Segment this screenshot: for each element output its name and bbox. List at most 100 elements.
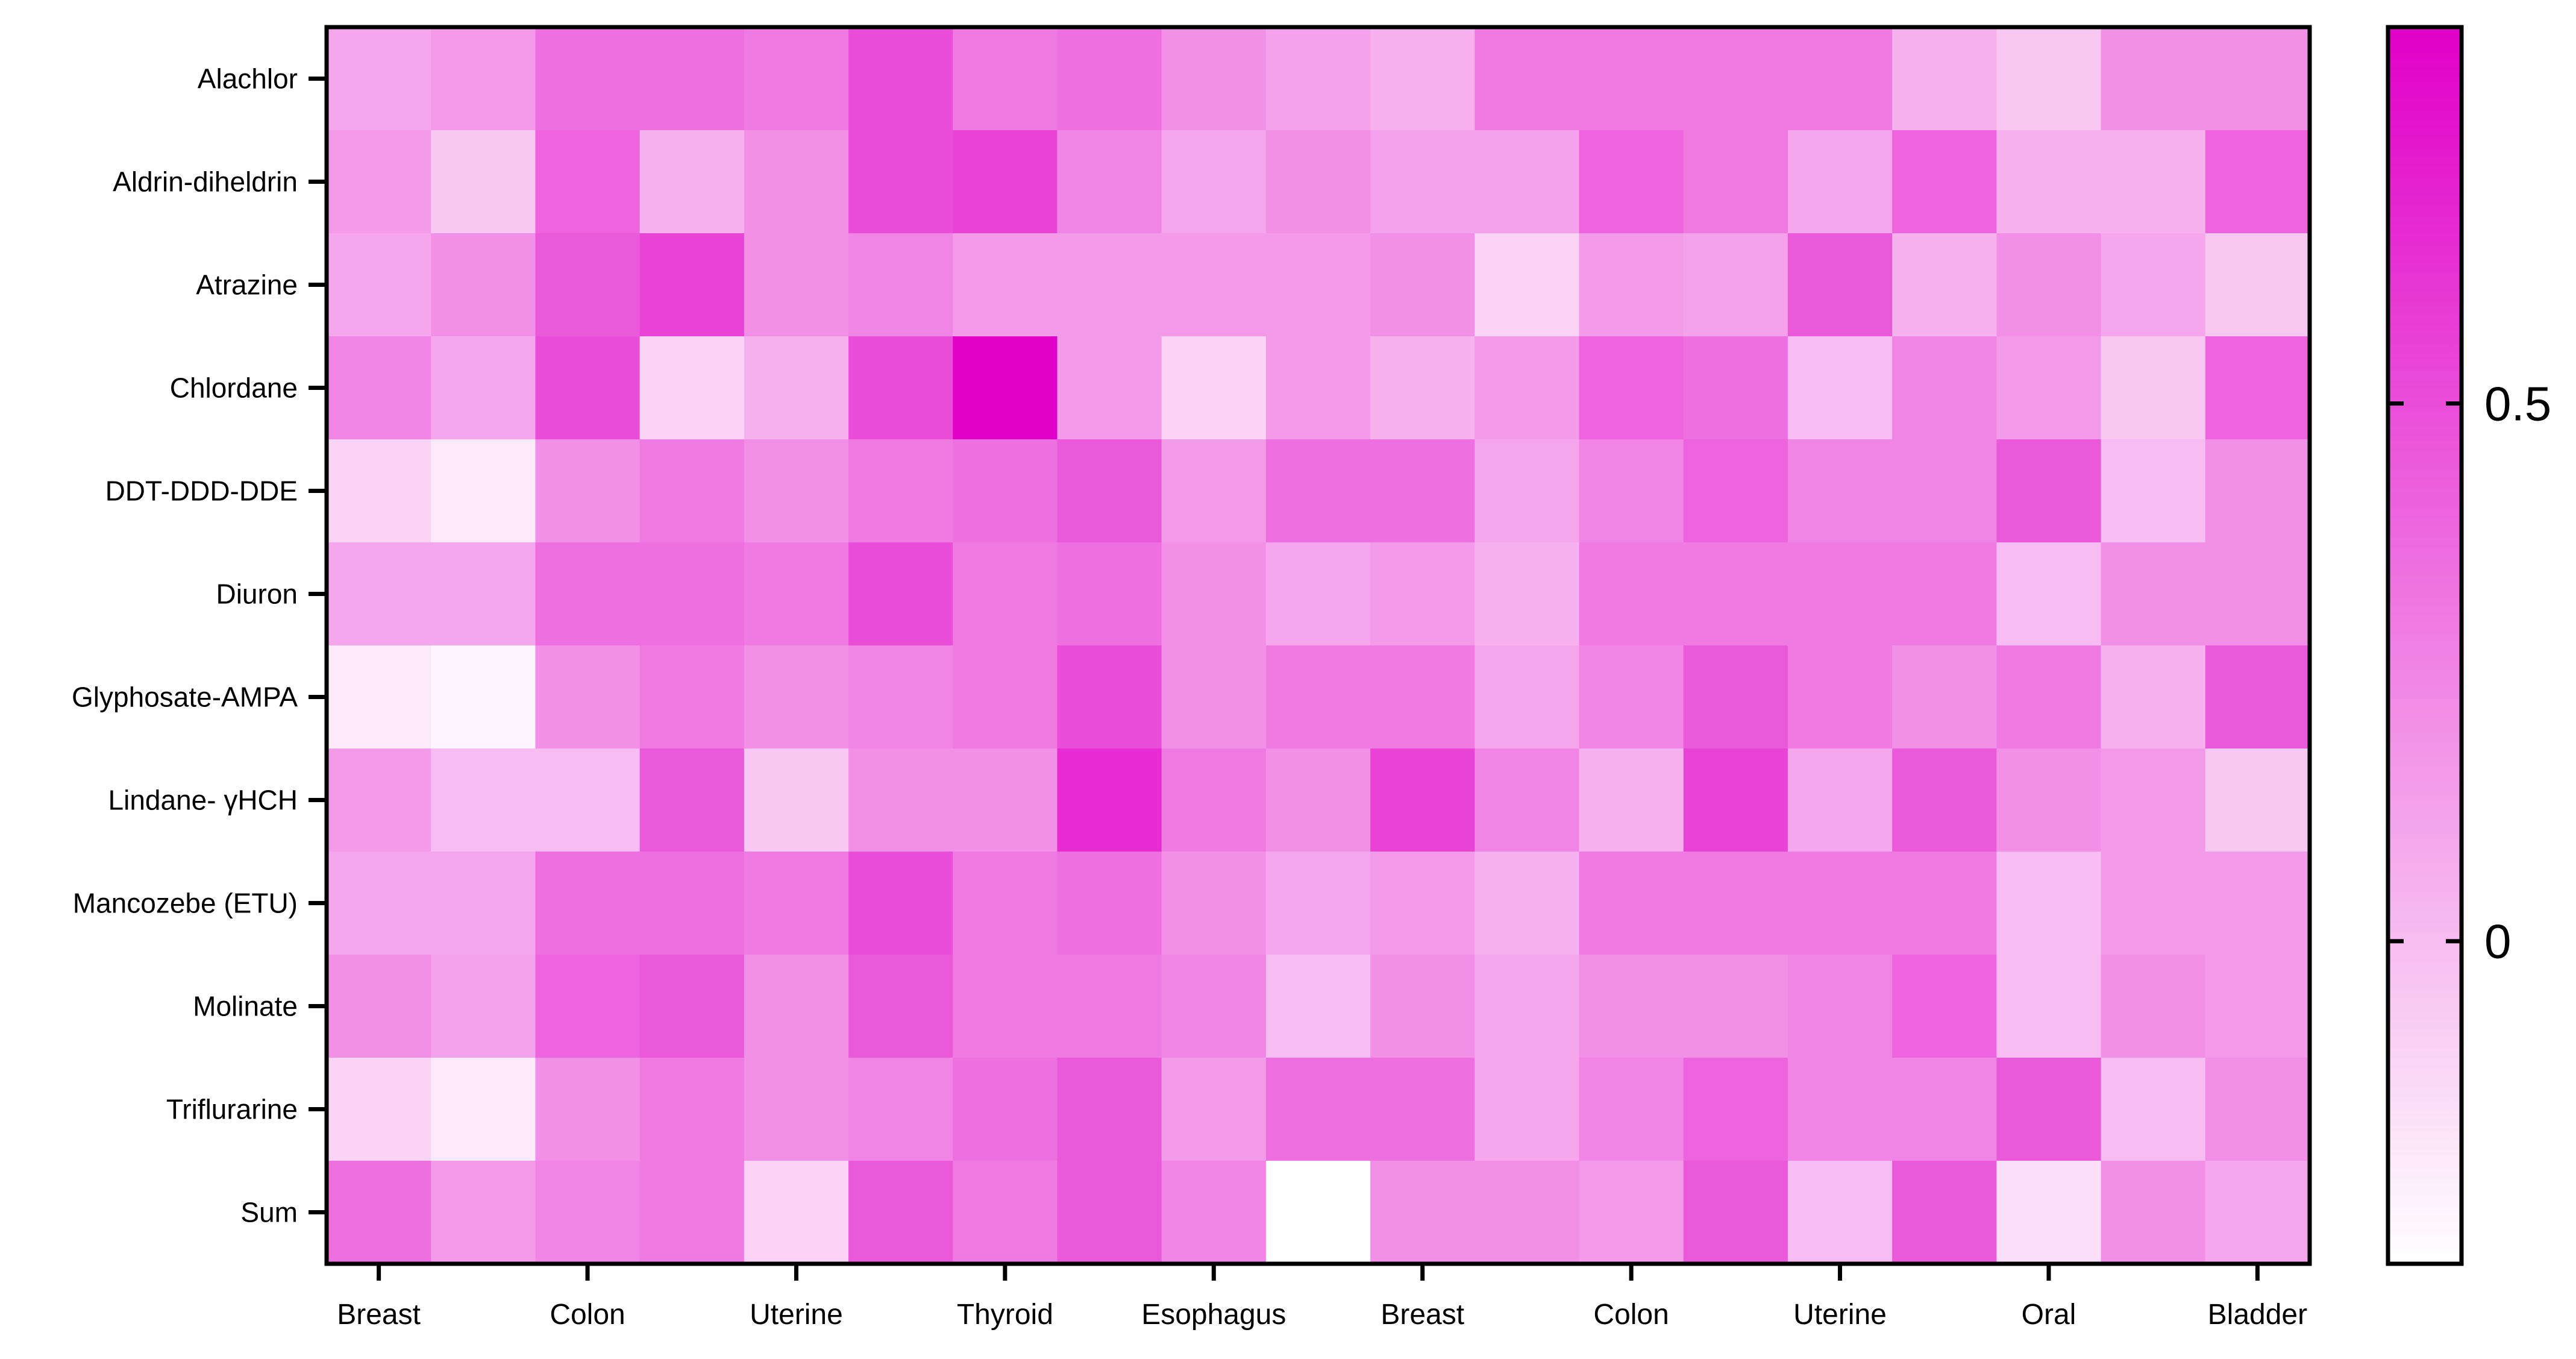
heatmap-cell-r1-c11 — [1370, 27, 1475, 131]
heatmap-cell-r4-c9 — [1161, 336, 1267, 440]
row-label-glyphosate-ampa: Glyphosate-AMPA — [72, 682, 298, 713]
heatmap-cell-r5-c15 — [1787, 439, 1893, 543]
heatmap-cell-r4-c15 — [1787, 336, 1893, 440]
heatmap-cell-r1-c5 — [744, 27, 849, 131]
heatmap-cell-r4-c2 — [431, 336, 536, 440]
heatmap-cell-r3-c15 — [1787, 233, 1893, 337]
row-label-mancozebe-etu: Mancozebe (ETU) — [73, 888, 298, 919]
heatmap-cell-r12-c7 — [953, 1161, 1058, 1264]
heatmap-cell-r7-c3 — [535, 645, 641, 749]
heatmap-cell-r8-c4 — [639, 749, 745, 852]
heatmap-cell-r9-c9 — [1161, 852, 1267, 955]
heatmap-cell-r3-c7 — [953, 233, 1058, 337]
heatmap-cell-r4-c11 — [1370, 336, 1475, 440]
heatmap-cell-r2-c13 — [1579, 130, 1684, 234]
heatmap-cell-r11-c16 — [1892, 1058, 1997, 1161]
heatmap-cell-r3-c10 — [1265, 233, 1371, 337]
heatmap-cell-r9-c12 — [1474, 852, 1580, 955]
heatmap-cell-r10-c8 — [1057, 955, 1162, 1058]
heatmap-cell-r3-c6 — [848, 233, 953, 337]
heatmap-cell-r2-c2 — [431, 130, 536, 234]
heatmap-cell-r11-c2 — [431, 1058, 536, 1161]
heatmap-cell-r3-c3 — [535, 233, 641, 337]
heatmap-cell-r8-c12 — [1474, 749, 1580, 852]
heatmap-cell-r10-c7 — [953, 955, 1058, 1058]
heatmap-cell-r7-c4 — [639, 645, 745, 749]
heatmap-cell-r8-c18 — [2101, 749, 2206, 852]
heatmap-cell-r5-c12 — [1474, 439, 1580, 543]
heatmap-cell-r2-c18 — [2101, 130, 2206, 234]
heatmap-cell-r5-c18 — [2101, 439, 2206, 543]
heatmap-cell-r3-c5 — [744, 233, 849, 337]
heatmap-cell-r3-c13 — [1579, 233, 1684, 337]
heatmap-cell-r2-c6 — [848, 130, 953, 234]
heatmap-cell-r5-c17 — [1996, 439, 2102, 543]
heatmap-cell-r2-c14 — [1683, 130, 1788, 234]
heatmap-cell-r9-c4 — [639, 852, 745, 955]
heatmap-cell-r8-c6 — [848, 749, 953, 852]
heatmap-cell-r12-c13 — [1579, 1161, 1684, 1264]
heatmap-cell-r3-c11 — [1370, 233, 1475, 337]
colorbar-tick-label-2: 0.5 — [2484, 377, 2551, 431]
column-label-breast-1: Breast — [337, 1299, 421, 1331]
heatmap-cell-r10-c2 — [431, 955, 536, 1058]
heatmap-cell-r9-c8 — [1057, 852, 1162, 955]
column-label-thyroid-4: Thyroid — [957, 1299, 1053, 1331]
heatmap-cell-r9-c3 — [535, 852, 641, 955]
heatmap-cell-r7-c1 — [327, 645, 431, 749]
heatmap-cell-r7-c13 — [1579, 645, 1684, 749]
heatmap-cell-r8-c13 — [1579, 749, 1684, 852]
heatmap-cell-r1-c4 — [639, 27, 745, 131]
heatmap-cell-r11-c18 — [2101, 1058, 2206, 1161]
heatmap-cell-r1-c16 — [1892, 27, 1997, 131]
heatmap-cell-r10-c1 — [327, 955, 431, 1058]
heatmap-cell-r1-c15 — [1787, 27, 1893, 131]
column-label-bladder-10: Bladder — [2208, 1299, 2307, 1331]
row-label-alachlor: Alachlor — [198, 63, 298, 95]
heatmap-cell-r10-c18 — [2101, 955, 2206, 1058]
heatmap-cell-r10-c11 — [1370, 955, 1475, 1058]
heatmap-cell-r11-c11 — [1370, 1058, 1475, 1161]
heatmap-cell-r9-c14 — [1683, 852, 1788, 955]
heatmap-cell-r11-c14 — [1683, 1058, 1788, 1161]
heatmap-cell-r9-c13 — [1579, 852, 1684, 955]
heatmap-cell-r8-c9 — [1161, 749, 1267, 852]
heatmap-cell-r8-c8 — [1057, 749, 1162, 852]
heatmap-cell-r11-c19 — [2205, 1058, 2310, 1161]
heatmap-cell-r7-c9 — [1161, 645, 1267, 749]
heatmap-cell-r1-c18 — [2101, 27, 2206, 131]
heatmap-cell-r11-c6 — [848, 1058, 953, 1161]
heatmap-cell-r7-c8 — [1057, 645, 1162, 749]
heatmap-cell-r1-c19 — [2205, 27, 2310, 131]
heatmap-cell-r10-c4 — [639, 955, 745, 1058]
heatmap-cell-r3-c18 — [2101, 233, 2206, 337]
heatmap-cell-r11-c10 — [1265, 1058, 1371, 1161]
heatmap-cell-r1-c17 — [1996, 27, 2102, 131]
heatmap-cell-r7-c15 — [1787, 645, 1893, 749]
heatmap-cell-r4-c12 — [1474, 336, 1580, 440]
row-label-sum: Sum — [240, 1197, 298, 1228]
column-label-colon-2: Colon — [550, 1299, 625, 1331]
heatmap-cell-r2-c11 — [1370, 130, 1475, 234]
heatmap-cell-r10-c17 — [1996, 955, 2102, 1058]
heatmap-cell-r10-c14 — [1683, 955, 1788, 1058]
heatmap-cell-r7-c2 — [431, 645, 536, 749]
heatmap-cell-r8-c17 — [1996, 749, 2102, 852]
heatmap-cell-r9-c6 — [848, 852, 953, 955]
heatmap-cell-r1-c13 — [1579, 27, 1684, 131]
heatmap-cell-r12-c15 — [1787, 1161, 1893, 1264]
heatmap-cell-r8-c7 — [953, 749, 1058, 852]
heatmap-cell-r6-c8 — [1057, 542, 1162, 646]
heatmap-cell-r2-c17 — [1996, 130, 2102, 234]
heatmap-cell-r5-c11 — [1370, 439, 1475, 543]
heatmap-cell-r11-c9 — [1161, 1058, 1267, 1161]
heatmap-cell-r4-c18 — [2101, 336, 2206, 440]
heatmap-cell-r11-c5 — [744, 1058, 849, 1161]
heatmap-cell-r4-c6 — [848, 336, 953, 440]
heatmap-cell-r5-c2 — [431, 439, 536, 543]
heatmap-cell-r11-c13 — [1579, 1058, 1684, 1161]
heatmap-cell-r10-c15 — [1787, 955, 1893, 1058]
row-label-lindane-hch: Lindane- γHCH — [108, 785, 298, 816]
